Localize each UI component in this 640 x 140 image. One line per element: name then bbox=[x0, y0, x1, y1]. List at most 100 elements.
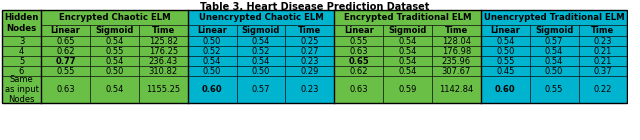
Bar bbox=[41, 66, 90, 76]
Bar bbox=[237, 76, 285, 103]
Bar bbox=[383, 76, 432, 103]
Bar bbox=[579, 66, 627, 76]
Text: 0.45: 0.45 bbox=[496, 66, 515, 75]
Bar bbox=[90, 25, 139, 36]
Bar bbox=[432, 46, 481, 56]
Text: 4: 4 bbox=[19, 46, 24, 55]
Bar bbox=[41, 76, 90, 103]
Text: 0.23: 0.23 bbox=[594, 37, 612, 46]
Text: Same
as input
Nodes: Same as input Nodes bbox=[4, 75, 38, 104]
Bar bbox=[579, 36, 627, 46]
Text: Unencrypted Chaotic ELM: Unencrypted Chaotic ELM bbox=[198, 13, 323, 22]
Text: 0.55: 0.55 bbox=[545, 85, 563, 94]
Text: Unencrypted Traditional ELM: Unencrypted Traditional ELM bbox=[484, 13, 625, 22]
Bar bbox=[481, 56, 530, 66]
Bar bbox=[41, 36, 90, 46]
Bar bbox=[237, 36, 285, 46]
Text: 307.67: 307.67 bbox=[442, 66, 471, 75]
Text: Linear: Linear bbox=[344, 26, 374, 35]
Text: 0.59: 0.59 bbox=[398, 85, 417, 94]
Text: 0.60: 0.60 bbox=[202, 85, 223, 94]
Text: 0.55: 0.55 bbox=[496, 57, 515, 66]
Bar bbox=[139, 46, 188, 56]
Bar bbox=[41, 56, 90, 66]
Text: 1155.25: 1155.25 bbox=[146, 85, 180, 94]
Text: 0.63: 0.63 bbox=[349, 46, 368, 55]
Text: Table 3. Heart Disease Prediction Dataset: Table 3. Heart Disease Prediction Datase… bbox=[200, 2, 429, 12]
Bar bbox=[481, 76, 530, 103]
Bar bbox=[2, 66, 41, 76]
Text: 0.50: 0.50 bbox=[203, 66, 221, 75]
Text: 125.82: 125.82 bbox=[148, 37, 178, 46]
Bar bbox=[334, 10, 481, 25]
Text: 176.25: 176.25 bbox=[148, 46, 178, 55]
Text: 5: 5 bbox=[19, 57, 24, 66]
Text: 236.43: 236.43 bbox=[148, 57, 178, 66]
Text: Time: Time bbox=[591, 26, 614, 35]
Text: 128.04: 128.04 bbox=[442, 37, 471, 46]
Bar bbox=[2, 46, 41, 56]
Text: 0.23: 0.23 bbox=[301, 57, 319, 66]
Bar bbox=[481, 46, 530, 56]
Text: 0.21: 0.21 bbox=[594, 46, 612, 55]
Text: 0.77: 0.77 bbox=[55, 57, 76, 66]
Text: 0.65: 0.65 bbox=[348, 57, 369, 66]
Text: 0.54: 0.54 bbox=[105, 57, 124, 66]
Bar bbox=[530, 66, 579, 76]
Text: 0.23: 0.23 bbox=[301, 85, 319, 94]
Bar bbox=[530, 46, 579, 56]
Text: 0.22: 0.22 bbox=[594, 85, 612, 94]
Bar bbox=[188, 76, 237, 103]
Bar bbox=[2, 36, 41, 46]
Bar bbox=[41, 10, 188, 25]
Bar bbox=[530, 36, 579, 46]
Bar bbox=[285, 46, 334, 56]
Text: 0.50: 0.50 bbox=[203, 37, 221, 46]
Text: 0.54: 0.54 bbox=[252, 37, 270, 46]
Text: Linear: Linear bbox=[51, 26, 81, 35]
Bar bbox=[481, 25, 530, 36]
Text: 0.37: 0.37 bbox=[594, 66, 612, 75]
Bar bbox=[2, 76, 41, 103]
Text: 0.50: 0.50 bbox=[496, 46, 515, 55]
Bar bbox=[481, 36, 530, 46]
Text: 0.50: 0.50 bbox=[105, 66, 124, 75]
Bar bbox=[530, 25, 579, 36]
Bar bbox=[432, 66, 481, 76]
Text: 0.29: 0.29 bbox=[301, 66, 319, 75]
Bar bbox=[481, 10, 627, 25]
Bar bbox=[237, 56, 285, 66]
Bar bbox=[188, 66, 237, 76]
Bar bbox=[237, 25, 285, 36]
Bar bbox=[579, 25, 627, 36]
Bar bbox=[2, 56, 41, 66]
Text: 0.57: 0.57 bbox=[545, 37, 563, 46]
Bar bbox=[41, 46, 90, 56]
Text: Time: Time bbox=[152, 26, 175, 35]
Bar bbox=[432, 25, 481, 36]
Bar bbox=[334, 76, 383, 103]
Text: 0.54: 0.54 bbox=[252, 57, 270, 66]
Text: 0.50: 0.50 bbox=[545, 66, 563, 75]
Bar bbox=[139, 36, 188, 46]
Text: 0.21: 0.21 bbox=[594, 57, 612, 66]
Bar bbox=[334, 36, 383, 46]
Text: Sigmoid: Sigmoid bbox=[242, 26, 280, 35]
Bar bbox=[90, 46, 139, 56]
Bar bbox=[90, 56, 139, 66]
Bar bbox=[188, 25, 237, 36]
Text: 0.25: 0.25 bbox=[301, 37, 319, 46]
Text: 176.98: 176.98 bbox=[442, 46, 471, 55]
Text: Sigmoid: Sigmoid bbox=[95, 26, 134, 35]
Text: 0.52: 0.52 bbox=[252, 46, 270, 55]
Bar bbox=[2, 10, 41, 36]
Text: 0.54: 0.54 bbox=[398, 46, 417, 55]
Bar bbox=[481, 66, 530, 76]
Text: 0.27: 0.27 bbox=[301, 46, 319, 55]
Text: 0.54: 0.54 bbox=[105, 37, 124, 46]
Text: 0.54: 0.54 bbox=[203, 57, 221, 66]
Text: 0.55: 0.55 bbox=[56, 66, 75, 75]
Bar bbox=[188, 46, 237, 56]
Text: 0.54: 0.54 bbox=[105, 85, 124, 94]
Bar bbox=[334, 46, 383, 56]
